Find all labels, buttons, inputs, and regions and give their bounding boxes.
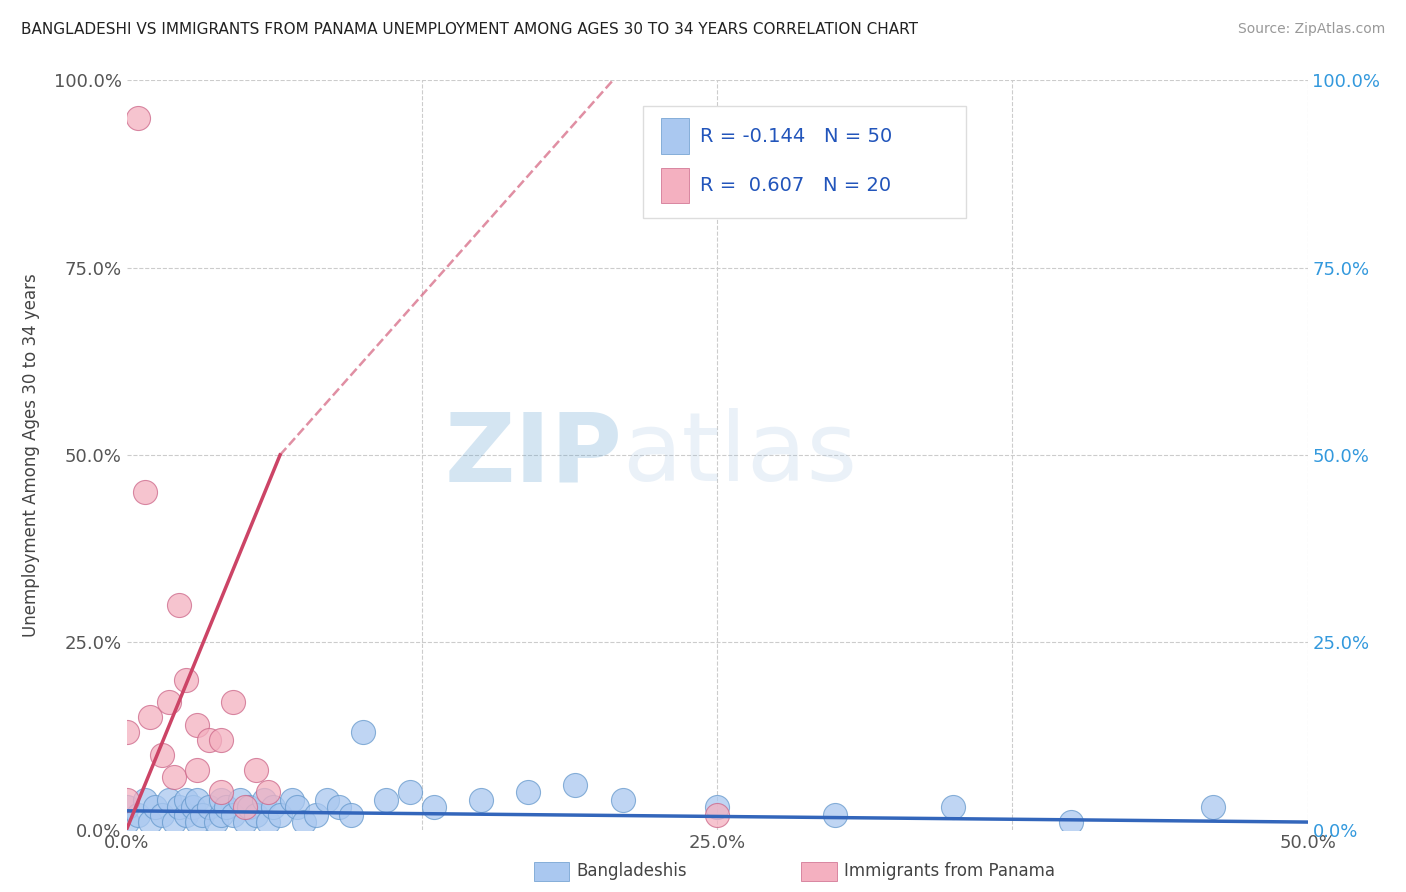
Point [205, 815, 228, 830]
Point [352, 725, 374, 739]
Point [316, 792, 339, 806]
Point [143, 800, 166, 814]
Point [198, 800, 221, 814]
Point [174, 807, 197, 822]
Point [186, 763, 208, 777]
Point [186, 815, 208, 830]
Point [139, 815, 162, 830]
Point [564, 778, 586, 792]
Point [198, 732, 221, 747]
Point [115, 815, 138, 830]
Point [422, 800, 444, 814]
Point [252, 792, 274, 806]
Point [134, 792, 156, 806]
Point [186, 717, 208, 731]
Text: R =  0.607   N = 20: R = 0.607 N = 20 [700, 176, 891, 195]
Point [174, 792, 197, 806]
Point [157, 695, 180, 709]
Point [257, 785, 280, 799]
Point [115, 792, 138, 806]
Point [167, 598, 190, 612]
Point [186, 792, 208, 806]
Point [706, 807, 728, 822]
Point [1060, 815, 1083, 830]
Point [238, 800, 260, 814]
Point [139, 710, 162, 724]
Point [209, 732, 232, 747]
Text: atlas: atlas [623, 409, 858, 501]
Point [399, 785, 422, 799]
Text: Bangladeshis: Bangladeshis [576, 863, 688, 880]
Point [134, 485, 156, 500]
Point [163, 770, 186, 784]
Point [127, 807, 149, 822]
Point [215, 800, 238, 814]
Point [942, 800, 965, 814]
Point [233, 800, 256, 814]
Point [157, 792, 180, 806]
Point [181, 800, 204, 814]
Text: R = -0.144   N = 50: R = -0.144 N = 50 [700, 127, 893, 145]
Point [285, 800, 308, 814]
Point [174, 673, 197, 687]
Point [612, 792, 634, 806]
Point [245, 807, 267, 822]
Text: ZIP: ZIP [444, 409, 623, 501]
Point [304, 807, 326, 822]
Point [375, 792, 398, 806]
Y-axis label: Unemployment Among Ages 30 to 34 years: Unemployment Among Ages 30 to 34 years [21, 273, 39, 637]
Point [292, 815, 315, 830]
Point [163, 815, 186, 830]
Point [262, 800, 284, 814]
Point [209, 792, 232, 806]
Point [229, 792, 252, 806]
Point [191, 807, 214, 822]
Text: Immigrants from Panama: Immigrants from Panama [844, 863, 1054, 880]
Point [706, 800, 728, 814]
Point [269, 807, 291, 822]
Point [209, 785, 232, 799]
Point [517, 785, 540, 799]
Text: Source: ZipAtlas.com: Source: ZipAtlas.com [1237, 22, 1385, 37]
Point [209, 807, 232, 822]
Point [257, 815, 280, 830]
Point [222, 807, 245, 822]
Point [150, 807, 173, 822]
Point [127, 111, 149, 125]
Point [1202, 800, 1225, 814]
Point [340, 807, 363, 822]
Point [115, 725, 138, 739]
Point [328, 800, 350, 814]
Point [281, 792, 304, 806]
Point [115, 800, 138, 814]
Point [245, 763, 267, 777]
Point [470, 792, 492, 806]
Point [222, 695, 245, 709]
Point [233, 815, 256, 830]
Point [167, 800, 190, 814]
Text: BANGLADESHI VS IMMIGRANTS FROM PANAMA UNEMPLOYMENT AMONG AGES 30 TO 34 YEARS COR: BANGLADESHI VS IMMIGRANTS FROM PANAMA UN… [21, 22, 918, 37]
Point [150, 747, 173, 762]
Point [824, 807, 846, 822]
